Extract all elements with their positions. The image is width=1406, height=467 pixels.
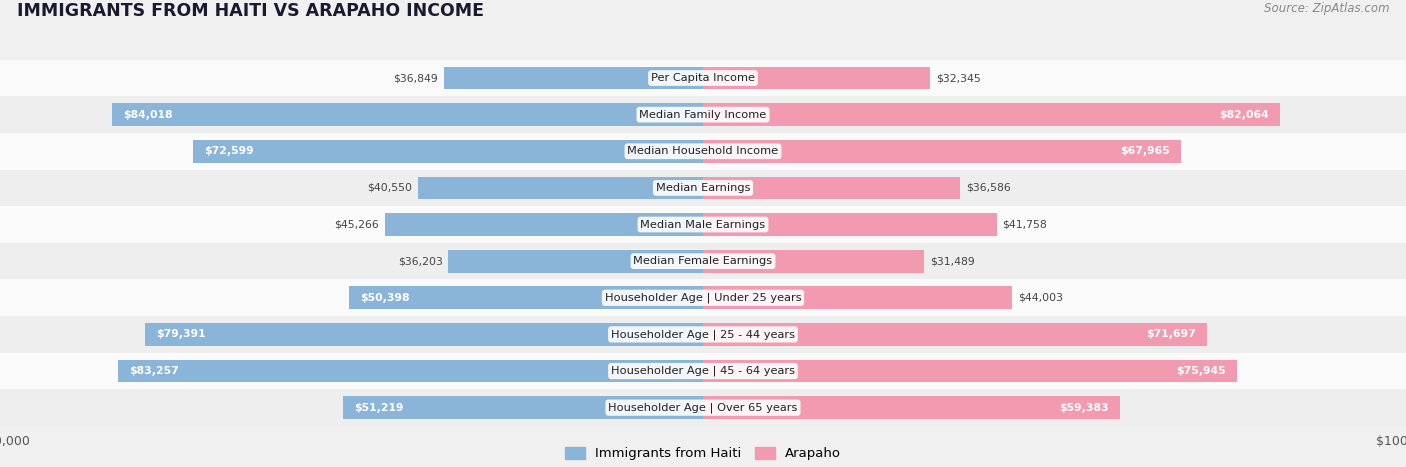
Bar [703, 323, 1206, 346]
Text: $71,697: $71,697 [1146, 329, 1195, 340]
Bar [193, 140, 703, 163]
Bar [349, 286, 703, 309]
Bar [0, 353, 1406, 389]
Text: Median Female Earnings: Median Female Earnings [634, 256, 772, 266]
Bar [703, 140, 1181, 163]
Bar [703, 213, 997, 236]
Text: Median Earnings: Median Earnings [655, 183, 751, 193]
Text: $82,064: $82,064 [1219, 110, 1268, 120]
Legend: Immigrants from Haiti, Arapaho: Immigrants from Haiti, Arapaho [565, 447, 841, 460]
Text: $72,599: $72,599 [204, 146, 253, 156]
Text: $50,398: $50,398 [360, 293, 409, 303]
Bar [0, 279, 1406, 316]
Text: $36,849: $36,849 [394, 73, 439, 83]
Bar [0, 60, 1406, 96]
Text: Median Family Income: Median Family Income [640, 110, 766, 120]
Text: Source: ZipAtlas.com: Source: ZipAtlas.com [1264, 2, 1389, 15]
Text: Householder Age | Over 65 years: Householder Age | Over 65 years [609, 403, 797, 413]
Text: $83,257: $83,257 [129, 366, 179, 376]
Bar [449, 250, 703, 273]
Text: $41,758: $41,758 [1002, 219, 1047, 229]
Bar [703, 67, 931, 89]
Text: $36,203: $36,203 [398, 256, 443, 266]
Text: Median Male Earnings: Median Male Earnings [641, 219, 765, 229]
Text: Per Capita Income: Per Capita Income [651, 73, 755, 83]
Bar [418, 177, 703, 199]
Bar [703, 286, 1012, 309]
Bar [0, 316, 1406, 353]
Text: $44,003: $44,003 [1018, 293, 1063, 303]
Bar [343, 396, 703, 419]
Text: $32,345: $32,345 [936, 73, 981, 83]
Bar [0, 170, 1406, 206]
Text: Householder Age | 25 - 44 years: Householder Age | 25 - 44 years [612, 329, 794, 340]
Text: $75,945: $75,945 [1175, 366, 1226, 376]
Bar [703, 396, 1121, 419]
Text: Median Household Income: Median Household Income [627, 146, 779, 156]
Bar [444, 67, 703, 89]
Text: $40,550: $40,550 [367, 183, 412, 193]
Text: Householder Age | Under 25 years: Householder Age | Under 25 years [605, 292, 801, 303]
Bar [0, 206, 1406, 243]
Bar [703, 177, 960, 199]
Bar [0, 133, 1406, 170]
Text: $31,489: $31,489 [929, 256, 974, 266]
Text: $79,391: $79,391 [156, 329, 205, 340]
Text: $45,266: $45,266 [335, 219, 380, 229]
Bar [0, 389, 1406, 426]
Bar [385, 213, 703, 236]
Bar [0, 96, 1406, 133]
Text: $67,965: $67,965 [1119, 146, 1170, 156]
Text: $51,219: $51,219 [354, 403, 404, 413]
Bar [703, 250, 924, 273]
Bar [112, 103, 703, 126]
Bar [0, 243, 1406, 279]
Text: Householder Age | 45 - 64 years: Householder Age | 45 - 64 years [612, 366, 794, 376]
Text: $36,586: $36,586 [966, 183, 1011, 193]
Bar [703, 103, 1279, 126]
Bar [118, 360, 703, 382]
Text: $84,018: $84,018 [124, 110, 173, 120]
Bar [145, 323, 703, 346]
Text: $59,383: $59,383 [1060, 403, 1109, 413]
Text: IMMIGRANTS FROM HAITI VS ARAPAHO INCOME: IMMIGRANTS FROM HAITI VS ARAPAHO INCOME [17, 2, 484, 21]
Bar [703, 360, 1237, 382]
